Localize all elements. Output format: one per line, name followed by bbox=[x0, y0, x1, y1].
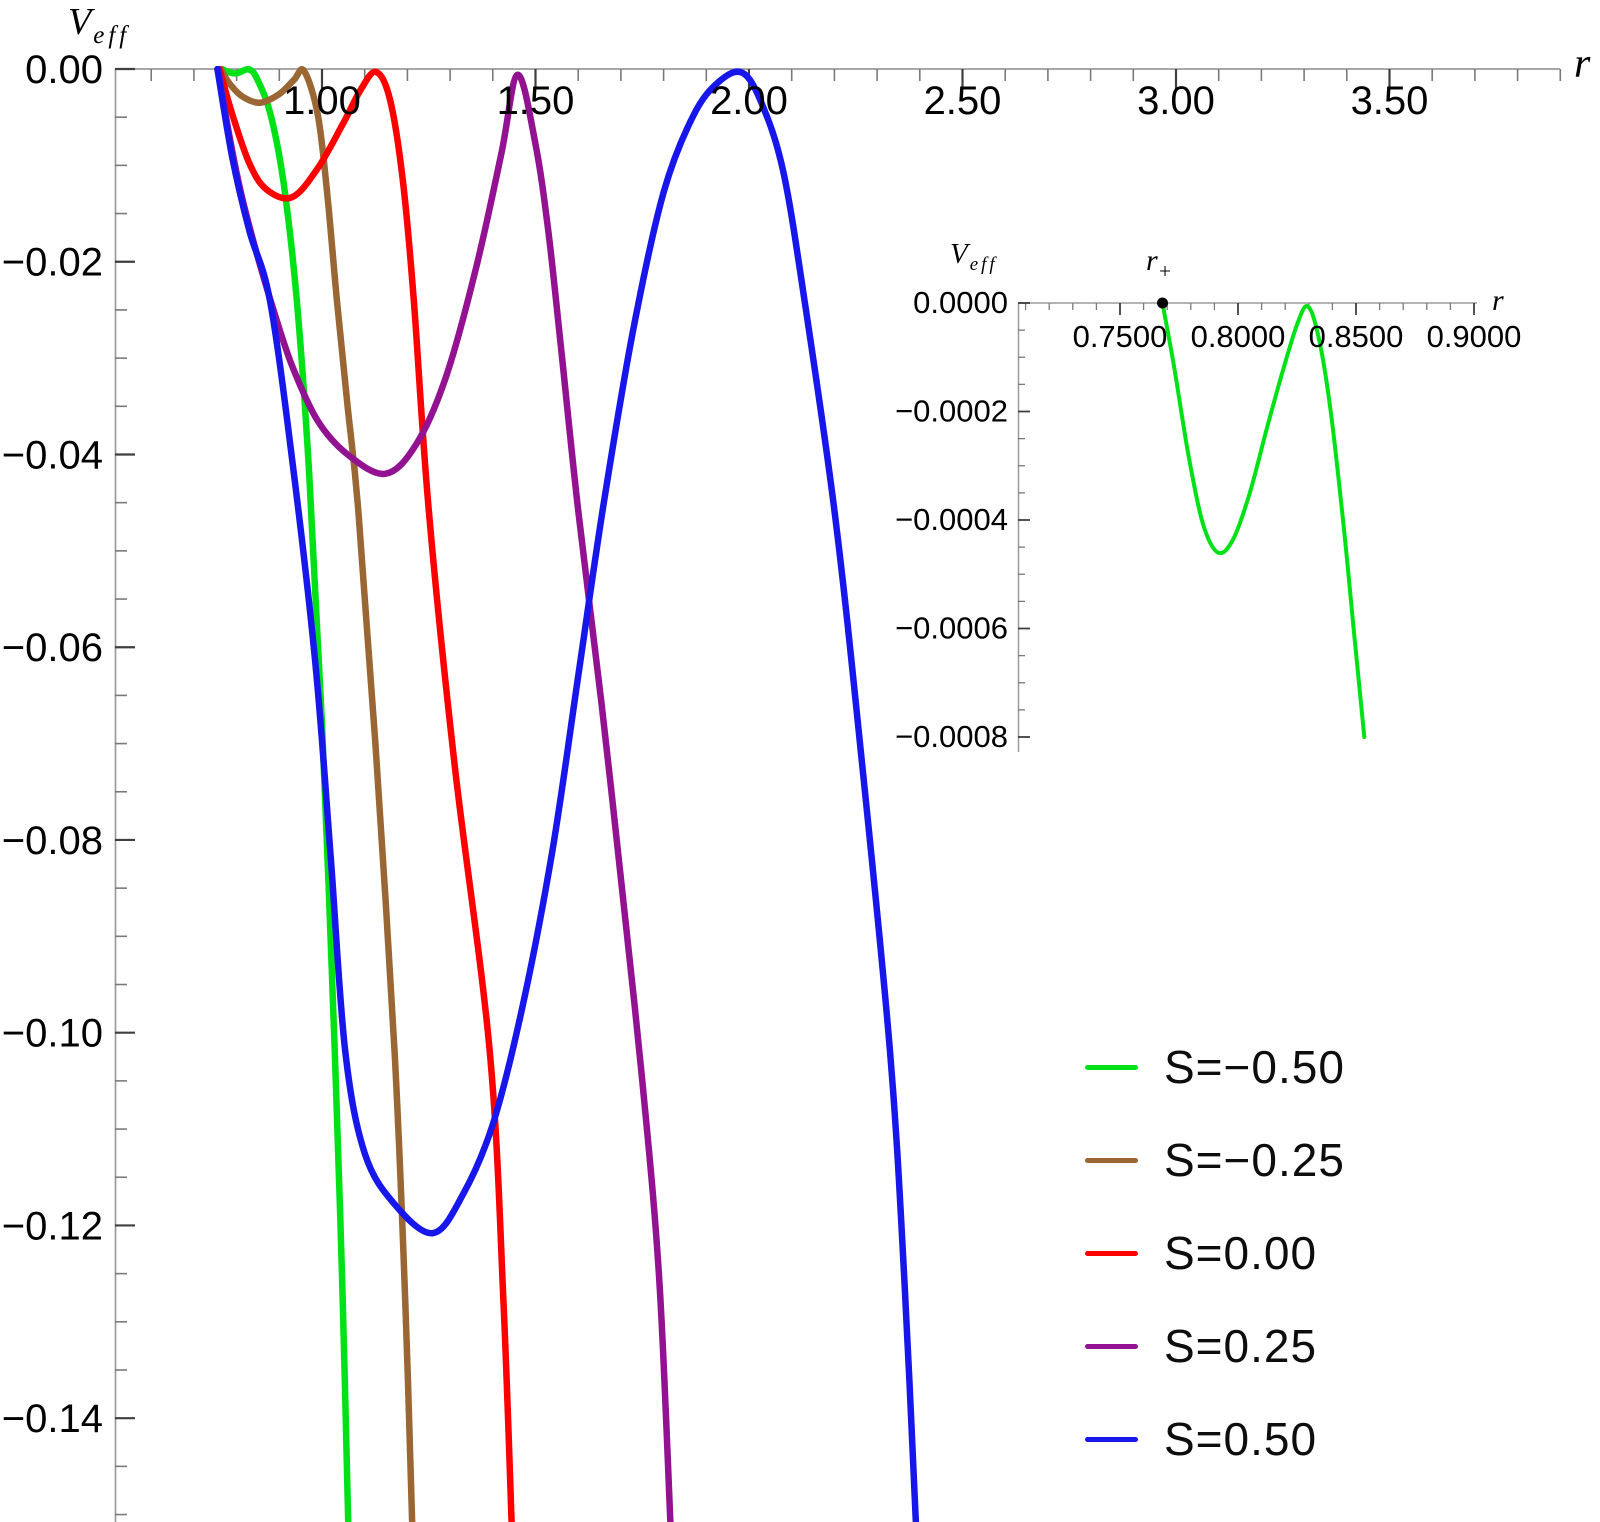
svg-text:−0.06: −0.06 bbox=[2, 626, 103, 670]
svg-text:2.50: 2.50 bbox=[924, 79, 1002, 123]
inset-veff-label-base: V bbox=[950, 238, 968, 270]
svg-text:0.7500: 0.7500 bbox=[1073, 319, 1168, 354]
svg-text:1.50: 1.50 bbox=[497, 79, 575, 123]
svg-text:−0.14: −0.14 bbox=[2, 1397, 103, 1441]
svg-text:−0.10: −0.10 bbox=[2, 1012, 103, 1056]
svg-text:0.8500: 0.8500 bbox=[1309, 319, 1404, 354]
main-curves-layer bbox=[214, 66, 920, 1522]
svg-text:−0.0002: −0.0002 bbox=[895, 394, 1008, 429]
svg-text:0.00: 0.00 bbox=[25, 48, 103, 92]
svg-text:0.9000: 0.9000 bbox=[1427, 319, 1522, 354]
horizon-marker-dot bbox=[1157, 297, 1168, 309]
svg-text:0.8000: 0.8000 bbox=[1191, 319, 1286, 354]
rplus-label-subscript: + bbox=[1157, 259, 1172, 283]
svg-text:3.50: 3.50 bbox=[1351, 79, 1429, 123]
svg-text:−0.0008: −0.0008 bbox=[895, 719, 1008, 754]
main-x-axis-title: r bbox=[1574, 41, 1591, 87]
veff-label-base: V bbox=[68, 1, 92, 43]
svg-text:1.00: 1.00 bbox=[283, 79, 361, 123]
inset-axes bbox=[1017, 302, 1477, 752]
horizon-radius-annotation: r+ bbox=[1146, 244, 1172, 284]
svg-text:0.0000: 0.0000 bbox=[913, 285, 1008, 320]
inset-tick-labels: 0.7500 0.8000 0.8500 0.9000 0.0000 −0.0002 −0.… bbox=[895, 285, 1521, 754]
svg-text:3.00: 3.00 bbox=[1137, 79, 1215, 123]
inset-veff-label-subscript: eff bbox=[969, 254, 998, 275]
svg-text:−0.0004: −0.0004 bbox=[895, 502, 1008, 537]
svg-text:−0.12: −0.12 bbox=[2, 1204, 103, 1248]
svg-text:2.00: 2.00 bbox=[710, 79, 788, 123]
svg-text:−0.04: −0.04 bbox=[2, 433, 103, 477]
svg-text:−0.08: −0.08 bbox=[2, 819, 103, 863]
inset-curve-layer bbox=[1160, 301, 1367, 739]
main-y-axis-title: Veff bbox=[68, 0, 130, 50]
svg-text:−0.02: −0.02 bbox=[2, 241, 103, 285]
inset-x-axis-title: r bbox=[1492, 284, 1504, 317]
main-tick-labels: 1.00 1.50 2.00 2.50 3.00 3.50 0.00 −0.02 −0.04 −0… bbox=[2, 48, 1429, 1441]
svg-text:−0.0006: −0.0006 bbox=[895, 611, 1008, 646]
rplus-label-base: r bbox=[1146, 244, 1158, 277]
veff-label-subscript: eff bbox=[93, 22, 131, 49]
main-axes bbox=[114, 67, 1562, 1522]
